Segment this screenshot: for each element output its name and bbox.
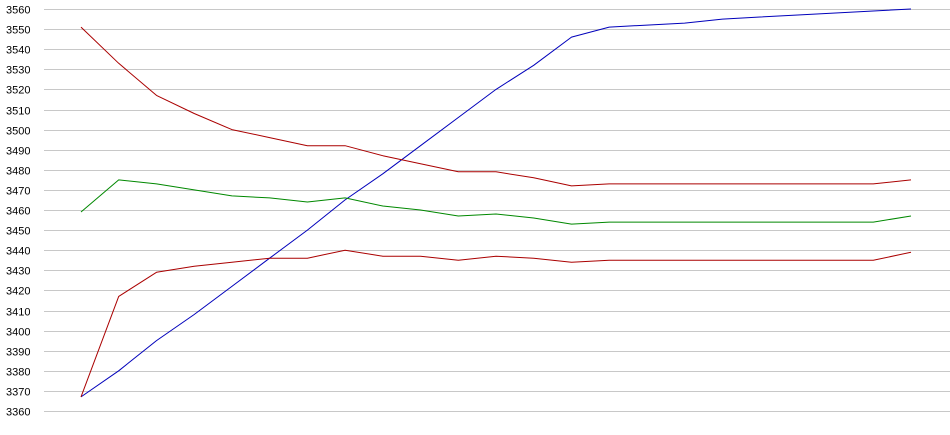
grid-lines	[44, 9, 950, 412]
y-tick-label: 3470	[6, 186, 30, 198]
series-line-3	[80, 179, 912, 225]
y-tick-label: 3400	[6, 327, 30, 339]
series-line-2	[80, 26, 912, 187]
y-axis-tick-labels: 3360 3370 3380 3390 3400 3410 3420 3430 3440 3450…	[6, 5, 30, 419]
y-tick-label: 3490	[6, 146, 30, 158]
y-tick-label: 3500	[6, 126, 30, 138]
y-tick-label: 3390	[6, 347, 30, 359]
y-tick-label: 3550	[6, 25, 30, 37]
series-lines	[80, 8, 912, 398]
y-tick-label: 3450	[6, 226, 30, 238]
y-tick-label: 3510	[6, 106, 30, 118]
y-tick-label: 3520	[6, 85, 30, 97]
y-tick-label: 3410	[6, 307, 30, 319]
y-tick-label: 3440	[6, 246, 30, 258]
y-tick-label: 3420	[6, 286, 30, 298]
series-line-1	[80, 8, 912, 398]
y-tick-label: 3560	[6, 5, 30, 17]
y-tick-label: 3540	[6, 45, 30, 57]
series-line-4	[80, 249, 912, 398]
y-tick-label: 3460	[6, 206, 30, 218]
y-tick-label: 3370	[6, 387, 30, 399]
y-tick-label: 3480	[6, 166, 30, 178]
y-tick-label: 3530	[6, 65, 30, 77]
y-tick-label: 3430	[6, 266, 30, 278]
y-tick-label: 3360	[6, 407, 30, 419]
y-tick-label: 3380	[6, 367, 30, 379]
